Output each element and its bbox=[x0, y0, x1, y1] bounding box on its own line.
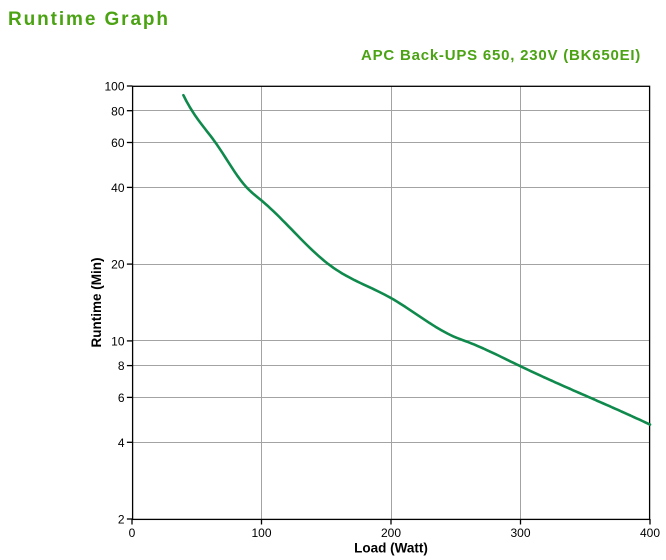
svg-text:2: 2 bbox=[118, 513, 125, 527]
svg-text:300: 300 bbox=[510, 526, 530, 540]
svg-text:0: 0 bbox=[129, 526, 136, 540]
svg-text:200: 200 bbox=[381, 526, 401, 540]
svg-text:100: 100 bbox=[251, 526, 271, 540]
svg-text:40: 40 bbox=[111, 181, 125, 195]
svg-text:8: 8 bbox=[118, 359, 125, 373]
svg-text:4: 4 bbox=[118, 436, 125, 450]
svg-text:6: 6 bbox=[118, 391, 125, 405]
svg-text:400: 400 bbox=[640, 526, 660, 540]
svg-text:60: 60 bbox=[111, 136, 125, 150]
svg-text:10: 10 bbox=[111, 335, 125, 349]
svg-text:20: 20 bbox=[111, 258, 125, 272]
svg-text:80: 80 bbox=[111, 104, 125, 118]
svg-text:Runtime (Min): Runtime (Min) bbox=[89, 258, 104, 348]
svg-text:100: 100 bbox=[104, 80, 124, 94]
svg-text:Load (Watt): Load (Watt) bbox=[354, 541, 428, 556]
